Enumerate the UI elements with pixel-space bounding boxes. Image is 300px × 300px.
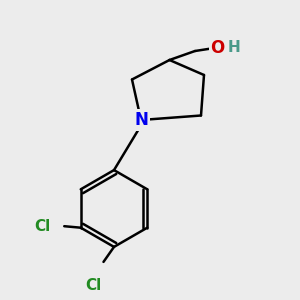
Text: Cl: Cl xyxy=(34,219,50,234)
Text: Cl: Cl xyxy=(85,278,101,293)
Text: O: O xyxy=(210,39,225,57)
Text: H: H xyxy=(228,40,240,56)
Text: N: N xyxy=(134,111,148,129)
